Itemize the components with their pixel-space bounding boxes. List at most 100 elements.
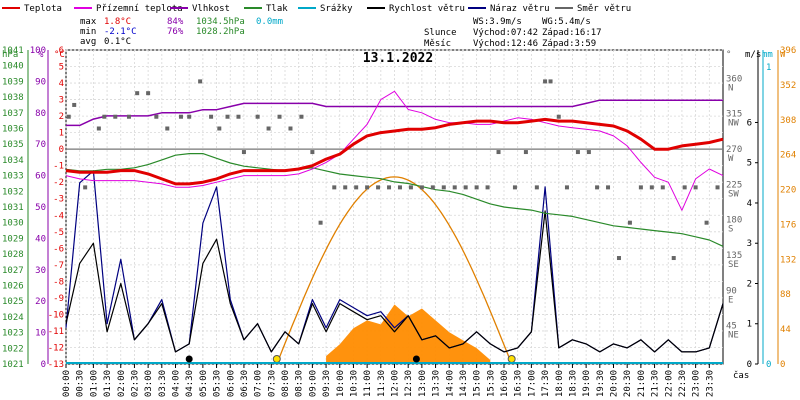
- wind-wg: WG:5.4m/s: [542, 17, 591, 27]
- direction-tick-compass: E: [728, 295, 733, 305]
- stats-hum-min: 76%: [167, 27, 184, 37]
- x-tick-label: 18:00: [555, 370, 565, 397]
- wind-direction-point: [704, 220, 709, 225]
- celsius-tick-label: -3: [53, 195, 64, 205]
- wind-direction-point: [452, 185, 457, 190]
- wind-direction-point: [209, 114, 214, 119]
- wind-direction-point: [187, 114, 192, 119]
- x-tick-label: 13:00: [418, 370, 428, 397]
- wind-direction-point: [627, 220, 632, 225]
- hpa-tick-label: 1038: [2, 93, 24, 103]
- x-tick-label: 21:00: [637, 370, 647, 397]
- axes-layer: 1041104010391038103710361035103410331032…: [2, 46, 796, 397]
- x-tick-label: 14:00: [445, 370, 455, 397]
- moon-rise: Východ:12:46: [473, 39, 538, 49]
- wind-direction-point: [419, 185, 424, 190]
- hpa-tick-label: 1031: [2, 203, 24, 213]
- wind-direction-point: [564, 185, 569, 190]
- x-tick-label: 20:30: [623, 370, 633, 397]
- wind-tick-label: 6: [747, 118, 752, 128]
- wind-direction-point: [241, 150, 246, 155]
- solar-tick-label: 132: [780, 255, 796, 265]
- x-tick-label: 20:00: [610, 370, 620, 397]
- wind-direction-point: [586, 150, 591, 155]
- x-tick-label: 15:00: [473, 370, 483, 397]
- celsius-tick-label: -8: [53, 277, 64, 287]
- direction-tick-compass: W: [728, 154, 734, 164]
- x-tick-label: 10:00: [336, 370, 346, 397]
- wind-unit: m/s: [745, 50, 761, 60]
- stats-label-min: min: [80, 27, 96, 37]
- sun-marker: [272, 355, 281, 363]
- wind-direction-point: [512, 185, 517, 190]
- wind-direction-point: [113, 114, 118, 119]
- solar-tick-label: 88: [780, 290, 791, 300]
- pct-tick-label: 50: [35, 203, 46, 213]
- hpa-tick-label: 1039: [2, 77, 24, 87]
- celsius-tick-label: 3: [59, 96, 64, 106]
- celsius-tick-label: -7: [53, 261, 64, 271]
- wind-direction-point: [595, 185, 600, 190]
- direction-unit: °: [726, 50, 731, 60]
- x-tick-label: 12:30: [404, 370, 414, 397]
- wind-direction-point: [310, 150, 315, 155]
- pct-tick-label: 90: [35, 77, 46, 87]
- rain-unit: mm: [762, 50, 773, 60]
- direction-tick-compass: SE: [728, 260, 739, 270]
- hpa-tick-label: 1027: [2, 266, 24, 276]
- x-tick-label: 09:00: [308, 370, 318, 397]
- stats-label-avg: avg: [80, 37, 96, 47]
- legend-label-teplota: Teplota: [24, 4, 62, 14]
- solar-tick-label: 176: [780, 220, 796, 230]
- celsius-unit: °C: [54, 50, 65, 60]
- wind-direction-point: [165, 126, 170, 131]
- celsius-tick-label: 4: [59, 79, 64, 89]
- direction-tick-label: 270: [726, 145, 742, 155]
- wind-direction-point: [354, 185, 359, 190]
- x-tick-label: 11:00: [363, 370, 373, 397]
- rain-tick-label: 1: [766, 63, 771, 73]
- x-tick-label: 07:00: [254, 370, 264, 397]
- direction-tick-label: 225: [726, 180, 742, 190]
- x-tick-label: 23:30: [705, 370, 715, 397]
- hpa-unit: hPa: [2, 50, 18, 60]
- x-tick-label: 12:00: [391, 370, 401, 397]
- info-panel: max 1.8°C 84% 1034.5hPa 0.0mm min -2.1°C 76% 102…: [80, 17, 602, 49]
- hpa-tick-label: 1026: [2, 282, 24, 292]
- hpa-tick-label: 1033: [2, 172, 24, 182]
- hpa-tick-label: 1040: [2, 62, 24, 72]
- moon-marker: [412, 355, 420, 363]
- moon-set: Západ:3:59: [542, 39, 596, 49]
- x-tick-label: 05:30: [213, 370, 223, 397]
- solar-unit: W: [780, 50, 786, 60]
- wind-direction-point: [217, 126, 222, 131]
- wind-direction-point: [649, 185, 654, 190]
- x-tick-label: 11:30: [377, 370, 387, 397]
- wind-direction-point: [83, 185, 88, 190]
- x-tick-label: 03:00: [144, 370, 154, 397]
- stats-temp-avg: 0.1°C: [104, 37, 131, 47]
- wind-direction-point: [198, 79, 203, 84]
- direction-tick-label: 360: [726, 74, 742, 84]
- x-tick-label: 13:30: [432, 370, 442, 397]
- chart-title: 13.1.2022: [363, 51, 433, 66]
- stats-press-max: 1034.5hPa: [196, 17, 245, 27]
- x-tick-label: 08:00: [281, 370, 291, 397]
- series-line-tlak: [65, 153, 724, 247]
- wind-direction-point: [523, 150, 528, 155]
- hpa-tick-label: 1024: [2, 313, 24, 323]
- legend-label-tlak: Tlak: [266, 4, 288, 14]
- x-tick-label: 10:30: [349, 370, 359, 397]
- wind-direction-point: [266, 126, 271, 131]
- legend-label-srazky: Srážky: [320, 4, 353, 14]
- x-tick-label: 22:30: [678, 370, 688, 397]
- x-tick-label: 04:00: [172, 370, 182, 397]
- wind-direction-point: [556, 114, 561, 119]
- hpa-tick-label: 1041: [2, 46, 24, 56]
- direction-tick-label: 135: [726, 251, 742, 261]
- hpa-tick-label: 1021: [2, 360, 24, 370]
- sun-rise: Východ:07:42: [473, 28, 538, 38]
- solar-tick-label: 396: [780, 46, 796, 56]
- pct-tick-label: 30: [35, 266, 46, 276]
- celsius-tick-label: -9: [53, 294, 64, 304]
